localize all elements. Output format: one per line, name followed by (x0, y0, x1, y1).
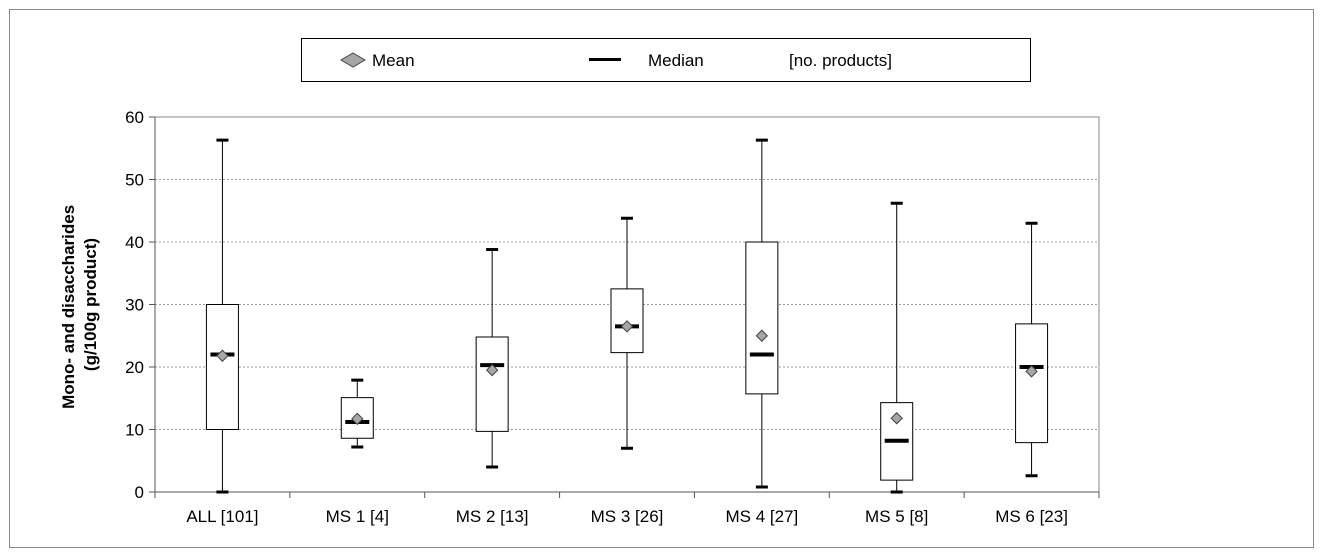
x-tick-label: ALL [101] (186, 507, 258, 526)
min-cap (1025, 474, 1038, 478)
y-axis-title-line2: (g/100g product) (81, 238, 100, 371)
mean-marker (216, 349, 229, 362)
min-cap (755, 485, 768, 489)
min-cap (621, 446, 633, 450)
min-cap (486, 465, 499, 469)
x-tick-label: MS 6 [23] (995, 507, 1068, 526)
y-axis-title: Mono- and disaccharides (g/100g product) (59, 200, 100, 409)
y-tick-label: 0 (135, 483, 144, 502)
box-group (610, 216, 644, 450)
mean-marker (890, 412, 903, 425)
max-cap (890, 201, 903, 205)
iqr-box (1015, 323, 1049, 444)
axis-layer (149, 116, 1100, 498)
box-group (205, 138, 239, 494)
legend-mean-diamond-icon (340, 52, 366, 68)
mean-marker (755, 329, 769, 342)
x-tick-label: MS 5 [8] (865, 507, 928, 526)
mean-marker (351, 412, 364, 426)
mean-marker (620, 320, 634, 333)
legend-median-line-icon (589, 58, 621, 61)
legend-median-label: Median (648, 51, 704, 70)
max-cap (216, 138, 229, 142)
box-group (1015, 221, 1049, 478)
y-tick-label: 50 (125, 171, 144, 190)
min-cap (351, 445, 364, 449)
box-group (475, 248, 509, 469)
min-cap (216, 490, 229, 494)
box-group (745, 138, 779, 489)
median-mark (884, 438, 909, 443)
max-cap (486, 248, 499, 251)
x-tick-label: MS 1 [4] (326, 507, 389, 526)
box-group (340, 378, 374, 449)
max-cap (621, 216, 633, 220)
mean-marker (485, 363, 499, 377)
x-tick-label: MS 2 [13] (456, 507, 529, 526)
box-group (880, 201, 914, 494)
median-mark (749, 352, 774, 357)
x-tick-label: MS 3 [26] (591, 507, 664, 526)
max-cap (351, 378, 364, 382)
max-cap (1025, 221, 1038, 225)
iqr-box (205, 304, 239, 430)
y-tick-label: 20 (125, 358, 144, 377)
y-tick-label: 40 (125, 233, 144, 252)
y-tick-label: 30 (125, 296, 144, 315)
chart-frame (9, 9, 1314, 548)
legend-mean-label: Mean (372, 51, 415, 70)
y-axis-title-line1: Mono- and disaccharides (59, 205, 78, 409)
y-tick-label: 60 (125, 108, 144, 127)
chart-legend: Mean Median [no. products] (301, 38, 1031, 82)
label-layer: 0 10 20 30 40 50 60 ALL [101] MS 1 [4] MS 2 [13] M… (125, 108, 1068, 526)
iqr-box (475, 336, 509, 432)
y-tick-label: 10 (125, 421, 144, 440)
min-cap (890, 490, 903, 494)
mean-marker (1025, 365, 1038, 378)
iqr-box (745, 241, 779, 395)
max-cap (755, 138, 768, 142)
legend-count-label: [no. products] (789, 51, 893, 70)
x-tick-label: MS 4 [27] (725, 507, 798, 526)
box-layer (205, 138, 1049, 494)
